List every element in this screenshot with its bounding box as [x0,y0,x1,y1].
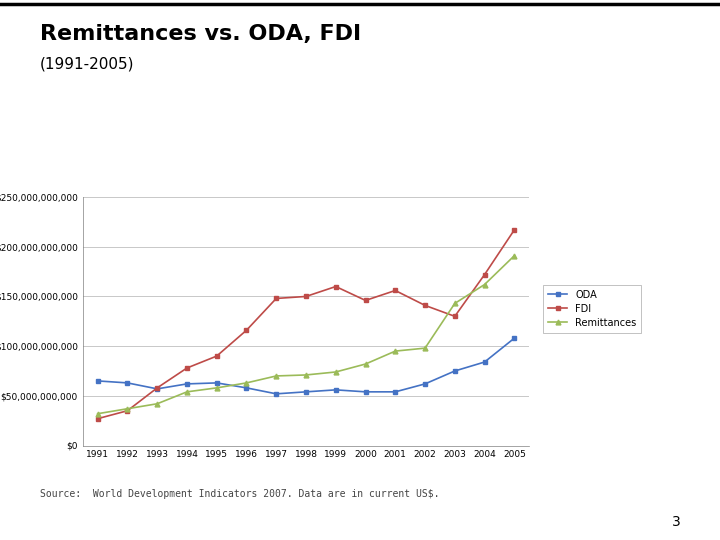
ODA [153,386,161,392]
ODA [242,384,251,391]
FDI [212,353,221,359]
ODA [94,377,102,384]
Line: FDI: FDI [95,227,517,421]
ODA [302,389,310,395]
Remittances [183,389,192,395]
FDI [272,295,281,302]
ODA [272,390,281,397]
FDI [480,272,489,278]
FDI [420,302,429,309]
Text: Remittances vs. ODA, FDI: Remittances vs. ODA, FDI [40,24,361,44]
FDI [153,384,161,391]
Remittances [331,369,340,375]
FDI [391,287,400,294]
Remittances [480,281,489,288]
ODA [361,389,370,395]
ODA [212,380,221,386]
ODA [391,389,400,395]
ODA [480,359,489,365]
Text: (1991-2005): (1991-2005) [40,57,134,72]
Line: Remittances: Remittances [95,253,517,416]
FDI [361,297,370,303]
ODA [123,380,132,386]
Remittances [123,406,132,412]
FDI [94,415,102,422]
Remittances [420,345,429,352]
FDI [331,284,340,290]
Text: Source:  World Development Indicators 2007. Data are in current US$.: Source: World Development Indicators 200… [40,489,439,499]
Remittances [153,401,161,407]
FDI [123,408,132,414]
Remittances [212,384,221,391]
FDI [242,327,251,334]
ODA [420,381,429,387]
ODA [183,381,192,387]
Remittances [451,300,459,307]
Remittances [361,361,370,367]
Remittances [242,380,251,386]
FDI [510,227,518,233]
Remittances [391,348,400,354]
ODA [451,368,459,374]
Legend: ODA, FDI, Remittances: ODA, FDI, Remittances [543,285,642,333]
Remittances [510,253,518,259]
ODA [331,387,340,393]
FDI [302,293,310,300]
ODA [510,335,518,341]
Remittances [94,410,102,417]
FDI [451,313,459,320]
Remittances [272,373,281,379]
Remittances [302,372,310,378]
Line: ODA: ODA [95,336,517,396]
Text: 3: 3 [672,515,681,529]
FDI [183,364,192,371]
